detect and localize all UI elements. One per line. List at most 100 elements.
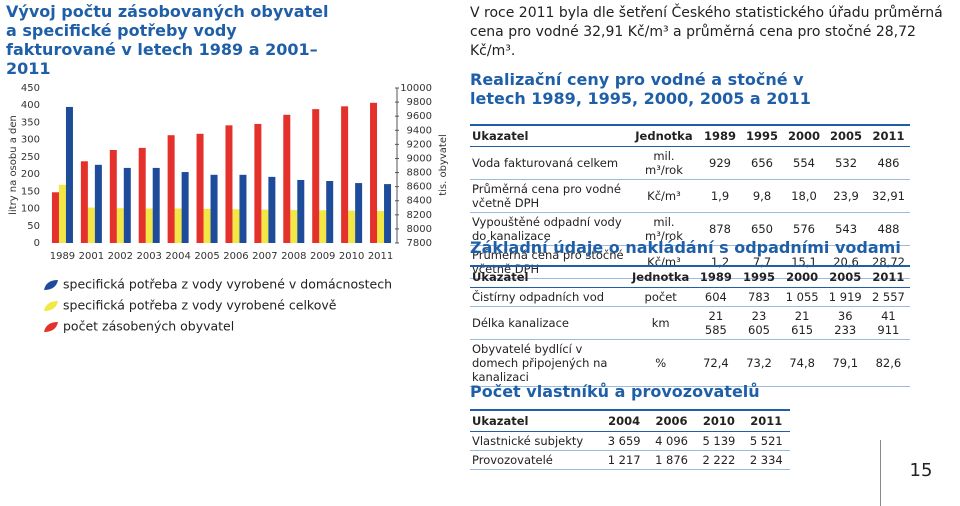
y-tick-label: 200 [21, 169, 40, 180]
header-cell: 2005 [823, 265, 867, 288]
table-cell: Voda fakturovaná celkem [470, 146, 629, 180]
y-tick-label: 400 [21, 100, 40, 111]
y2-tick-label: 8600 [407, 182, 432, 193]
header-cell: Jednotka [628, 124, 699, 147]
table-row: Voda fakturovaná celkem mil. m³/rok 929 656… [470, 146, 910, 180]
bar [94, 164, 102, 243]
x-tick-label: 2001 [79, 251, 104, 262]
bar [80, 161, 88, 243]
legend-label: počet zásobených obyvatel [63, 319, 234, 334]
bar [355, 183, 363, 243]
bar [203, 208, 211, 243]
y2-tick-label: 8400 [407, 196, 432, 207]
y2-axis-label: tis. obyvatel [438, 134, 449, 196]
table-cell: 18,0 [783, 179, 826, 213]
bar [283, 114, 291, 243]
legend-label: specifická potřeba z vody vyrobené celko… [63, 298, 337, 313]
chart: litry na osobu a den tis. obyvatel 0 50 10… [8, 83, 449, 334]
table-cell: 576 [783, 212, 826, 246]
table-cell: 2 557 [866, 287, 910, 307]
table-cell: počet [627, 287, 695, 307]
bar [384, 184, 392, 243]
table-cell: 929 [698, 146, 741, 180]
table-cell: 2 334 [742, 450, 790, 470]
bar [87, 207, 95, 243]
bar [232, 209, 240, 243]
header-cell: 2004 [600, 409, 648, 432]
bar [58, 184, 66, 243]
y2-tick-label: 9200 [407, 139, 432, 150]
table-cell: 878 [698, 212, 741, 246]
table-cell: 82,6 [866, 339, 910, 387]
bar [116, 208, 124, 243]
x-tick-label: 2008 [281, 251, 306, 262]
table-cell: 604 [694, 287, 738, 307]
section-heading: Počet vlastníků a provozovatelů [470, 382, 760, 401]
table-cell: Průměrná cena pro vodné včetně DPH [470, 179, 629, 213]
intro-text: V roce 2011 byla dle šetření Českého sta… [470, 5, 943, 59]
bar [370, 102, 378, 243]
table-cell: 4 096 [647, 431, 696, 451]
table-row: Délka kanalizace km 21 585 23 605 21 615 36 2… [470, 306, 910, 340]
table-cell: 23,9 [825, 179, 868, 213]
x-tick-label: 2002 [108, 251, 133, 262]
y2-tick-label: 9600 [407, 111, 432, 122]
table-cell: 1 055 [780, 287, 824, 307]
table-cell: 543 [825, 212, 868, 246]
table-cell: 5 139 [695, 431, 743, 451]
x-tick-label: 2007 [252, 251, 277, 262]
header-cell: 1995 [737, 265, 781, 288]
header-cell: 2011 [867, 124, 910, 147]
y2-tick-label: 9800 [407, 97, 432, 108]
table-section: Základní údaje o nakládání s odpadními v… [470, 238, 910, 387]
table-row: Vlastnické subjekty 3 659 4 096 5 139 5 521 [470, 431, 790, 451]
bar [377, 210, 385, 243]
table-cell: 3 659 [600, 431, 648, 451]
table-cell: 1 876 [647, 450, 696, 470]
y-tick-label: 250 [21, 152, 40, 163]
legend-swatch [44, 322, 58, 332]
bar [167, 135, 175, 243]
table-cell: 79,1 [823, 339, 867, 387]
header-cell: Ukazatel [470, 409, 601, 432]
table-cell: 1 919 [823, 287, 867, 307]
y-tick-label: 150 [21, 186, 40, 197]
y2-tick-label: 10000 [400, 83, 432, 94]
data-table: Ukazatel Jednotka 1989 1995 2000 2005 2011 Čist… [470, 265, 910, 387]
header-cell: 1995 [741, 124, 784, 147]
table-cell: Obyvatelé bydlící v domech připojených n… [470, 339, 627, 387]
table-cell: 32,91 [867, 179, 910, 213]
table-cell: % [627, 339, 695, 387]
table-cell: Kč/m³ [628, 179, 699, 213]
header-row: Ukazatel Jednotka 1989 1995 2000 2005 2011 [470, 124, 910, 147]
bar [268, 176, 276, 243]
y2-tick-label: 8000 [407, 224, 432, 235]
y-tick-label: 0 [34, 238, 40, 249]
y2-tick-label: 8200 [407, 210, 432, 221]
section-heading: Realizační ceny pro vodné a stočné v let… [470, 70, 811, 108]
table-section: Počet vlastníků a provozovatelů Ukazatel 2… [470, 382, 790, 470]
bar [109, 150, 117, 243]
data-table: Ukazatel 2004 2006 2010 2011 Vlastnické subje… [470, 409, 790, 470]
x-tick-label: 1989 [50, 251, 75, 262]
bar [174, 208, 182, 243]
bar [319, 210, 327, 243]
header-cell: 2006 [647, 409, 696, 432]
section-heading: Základní údaje o nakládání s odpadními v… [470, 238, 901, 257]
bar [196, 133, 204, 243]
table-row: Vypouštěné odpadní vody do kanalizace mil… [470, 212, 910, 246]
table-row: Čistírny odpadních vod počet 604 783 1 055 1 … [470, 287, 910, 307]
table-cell: Provozovatelé [470, 450, 601, 470]
header-cell: Jednotka [627, 265, 695, 288]
table-cell: 21 615 [780, 306, 824, 340]
table-cell: 554 [783, 146, 826, 180]
legend-swatch [44, 301, 58, 311]
header-cell: 2000 [783, 124, 826, 147]
x-tick-label: 2011 [368, 251, 393, 262]
y-tick-label: 300 [21, 135, 40, 146]
bar [254, 123, 262, 243]
table-cell: 532 [825, 146, 868, 180]
bar [348, 210, 356, 243]
x-tick-label: 2009 [310, 251, 335, 262]
bar [138, 147, 146, 243]
